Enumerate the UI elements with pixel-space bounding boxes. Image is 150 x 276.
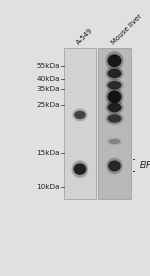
Ellipse shape	[107, 137, 122, 145]
Ellipse shape	[108, 54, 122, 67]
Text: 35kDa: 35kDa	[36, 86, 60, 92]
Ellipse shape	[108, 91, 122, 103]
Ellipse shape	[106, 158, 123, 174]
Text: 25kDa: 25kDa	[36, 102, 60, 108]
Ellipse shape	[105, 66, 124, 81]
Ellipse shape	[105, 100, 124, 115]
Text: A-549: A-549	[76, 27, 94, 46]
Ellipse shape	[72, 160, 88, 178]
Text: 15kDa: 15kDa	[36, 150, 60, 156]
Ellipse shape	[108, 69, 122, 78]
Ellipse shape	[105, 79, 124, 92]
Ellipse shape	[74, 163, 86, 175]
Text: 55kDa: 55kDa	[36, 63, 60, 69]
Ellipse shape	[108, 160, 121, 171]
Bar	[98, 48, 131, 199]
Ellipse shape	[108, 114, 122, 123]
Ellipse shape	[109, 139, 120, 144]
Text: 40kDa: 40kDa	[36, 76, 60, 82]
Text: EIF1: EIF1	[140, 161, 150, 170]
Ellipse shape	[108, 103, 122, 112]
Bar	[63, 48, 96, 199]
Ellipse shape	[105, 112, 124, 125]
Ellipse shape	[72, 108, 87, 121]
Ellipse shape	[108, 81, 122, 89]
Text: 10kDa: 10kDa	[36, 184, 60, 190]
Ellipse shape	[105, 51, 124, 70]
Text: Mouse liver: Mouse liver	[110, 13, 143, 46]
Ellipse shape	[74, 111, 86, 119]
Ellipse shape	[105, 87, 124, 107]
